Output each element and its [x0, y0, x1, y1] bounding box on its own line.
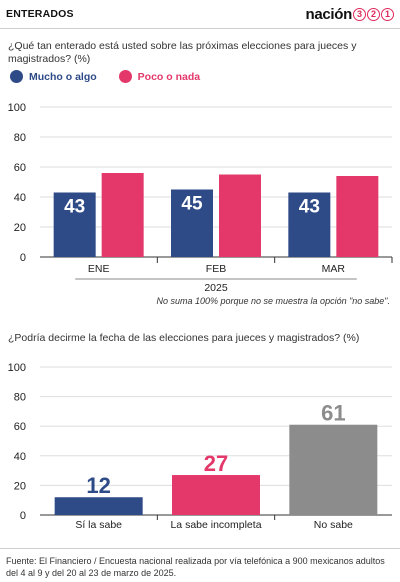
chart1-legend: Mucho o algo Poco o nada [10, 70, 222, 83]
legend-swatch-blue [10, 70, 23, 83]
chart1-question: ¿Qué tan enterado está usted sobre las p… [8, 40, 357, 65]
legend-swatch-pink [118, 70, 132, 83]
brand-digit: 1 [381, 7, 394, 21]
x-tick-label: MAR [322, 263, 346, 275]
legend-item: Poco o nada [118, 70, 201, 83]
bar [336, 176, 379, 257]
bar [54, 497, 143, 515]
data-label: 55 [229, 179, 251, 200]
bar [289, 424, 378, 515]
data-label: 61 [321, 401, 345, 426]
source-note: Fuente: El Financiero / Encuesta naciona… [6, 556, 385, 578]
y-tick-label: 80 [14, 392, 26, 404]
data-label: 45 [181, 194, 203, 215]
bar [101, 173, 144, 257]
y-tick-label: 100 [8, 102, 26, 114]
y-tick-label: 100 [8, 362, 26, 374]
chart1-plot: 0 20 40 60 80 100 43 56 ENE 45 55 FEB 43 54 MAR 2025 [8, 102, 393, 294]
legend-label: Mucho o algo [29, 70, 97, 83]
legend-item: Mucho o algo [10, 70, 97, 83]
y-tick-label: 80 [14, 132, 26, 144]
data-label: 12 [86, 473, 110, 498]
y-tick-label: 20 [14, 480, 26, 492]
brand-digit: 2 [367, 7, 380, 21]
x-tick-label: La sabe incompleta [170, 519, 261, 531]
x-tick-label: FEB [206, 263, 226, 275]
bar [53, 192, 96, 257]
chart2-question: ¿Podría decirme la fecha de las eleccion… [8, 332, 360, 344]
chart1-footnote: No suma 100% porque no se muestra la opc… [156, 296, 390, 306]
data-label: 54 [347, 180, 369, 201]
data-label: 27 [204, 451, 228, 476]
y-tick-label: 0 [20, 510, 26, 522]
y-tick-label: 20 [14, 222, 26, 234]
y-tick-label: 60 [14, 162, 26, 174]
bar [172, 475, 260, 515]
y-tick-label: 0 [20, 252, 26, 264]
bar [171, 189, 213, 257]
x-tick-label: Sí la sabe [75, 519, 122, 531]
brand-digit: 3 [353, 7, 366, 21]
data-label: 43 [299, 197, 320, 218]
data-label: 43 [64, 197, 85, 218]
bar [288, 192, 331, 257]
brand-wordmark: nación [305, 5, 352, 23]
x-tick-label: ENE [88, 263, 110, 275]
section-title: ENTERADOS [6, 8, 74, 20]
bar [219, 174, 261, 257]
legend-label: Poco o nada [137, 70, 201, 83]
y-tick-label: 40 [14, 451, 26, 463]
data-label: 56 [112, 177, 133, 198]
y-tick-label: 60 [14, 421, 26, 433]
brand-logo: nación 3 2 1 [305, 4, 394, 24]
x-tick-label: No sabe [314, 519, 353, 531]
chart2-plot: 0 20 40 60 80 100 12 Sí la sabe 27 La sabe incomp… [8, 362, 392, 531]
y-tick-label: 40 [14, 192, 26, 204]
footer-divider [0, 548, 400, 549]
header-bar: ENTERADOS nación 3 2 1 [0, 0, 400, 29]
x-axis-label: 2025 [204, 282, 228, 294]
